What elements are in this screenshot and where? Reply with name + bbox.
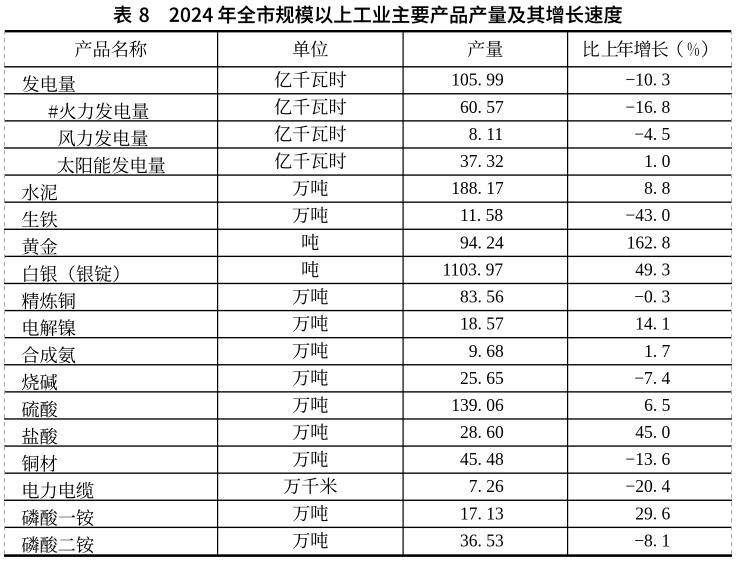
svg-text:−43. 0: −43. 0 — [625, 205, 670, 225]
svg-text:162. 8: 162. 8 — [627, 232, 671, 252]
svg-text:1103. 97: 1103. 97 — [443, 260, 504, 280]
svg-text:60. 57: 60. 57 — [460, 97, 504, 117]
svg-text:−4. 5: −4. 5 — [634, 124, 670, 144]
svg-text:14. 1: 14. 1 — [635, 314, 670, 334]
svg-text:49. 3: 49. 3 — [635, 260, 670, 280]
svg-text:139. 06: 139. 06 — [451, 395, 504, 415]
svg-text:7. 26: 7. 26 — [469, 476, 504, 496]
svg-text:83. 56: 83. 56 — [460, 287, 504, 307]
svg-text:45. 48: 45. 48 — [460, 449, 504, 469]
svg-text:105. 99: 105. 99 — [451, 70, 504, 90]
svg-text:−13. 6: −13. 6 — [625, 449, 670, 469]
svg-text:−7. 4: −7. 4 — [634, 368, 670, 388]
svg-text:−8. 1: −8. 1 — [634, 531, 670, 551]
svg-text:−20. 4: −20. 4 — [625, 476, 670, 496]
svg-text:36. 53: 36. 53 — [460, 531, 504, 551]
svg-text:25. 65: 25. 65 — [460, 368, 504, 388]
svg-text:1. 7: 1. 7 — [644, 341, 671, 361]
svg-text:−16. 8: −16. 8 — [625, 97, 670, 117]
svg-text:94. 24: 94. 24 — [460, 232, 504, 252]
svg-text:18. 57: 18. 57 — [460, 314, 504, 334]
svg-text:9. 68: 9. 68 — [469, 341, 504, 361]
svg-text:−0. 3: −0. 3 — [634, 287, 670, 307]
svg-text:1. 0: 1. 0 — [644, 151, 671, 171]
svg-text:11. 58: 11. 58 — [460, 205, 503, 225]
svg-text:−10. 3: −10. 3 — [625, 70, 670, 90]
svg-text:188. 17: 188. 17 — [451, 178, 504, 198]
svg-text:8. 8: 8. 8 — [644, 178, 671, 198]
svg-text:28. 60: 28. 60 — [460, 422, 504, 442]
svg-text:8. 11: 8. 11 — [469, 124, 503, 144]
svg-text:45. 0: 45. 0 — [635, 422, 670, 442]
svg-text:29. 6: 29. 6 — [635, 503, 670, 523]
svg-text:6. 5: 6. 5 — [644, 395, 671, 415]
svg-text:37. 32: 37. 32 — [460, 151, 504, 171]
svg-text:17. 13: 17. 13 — [460, 503, 504, 523]
